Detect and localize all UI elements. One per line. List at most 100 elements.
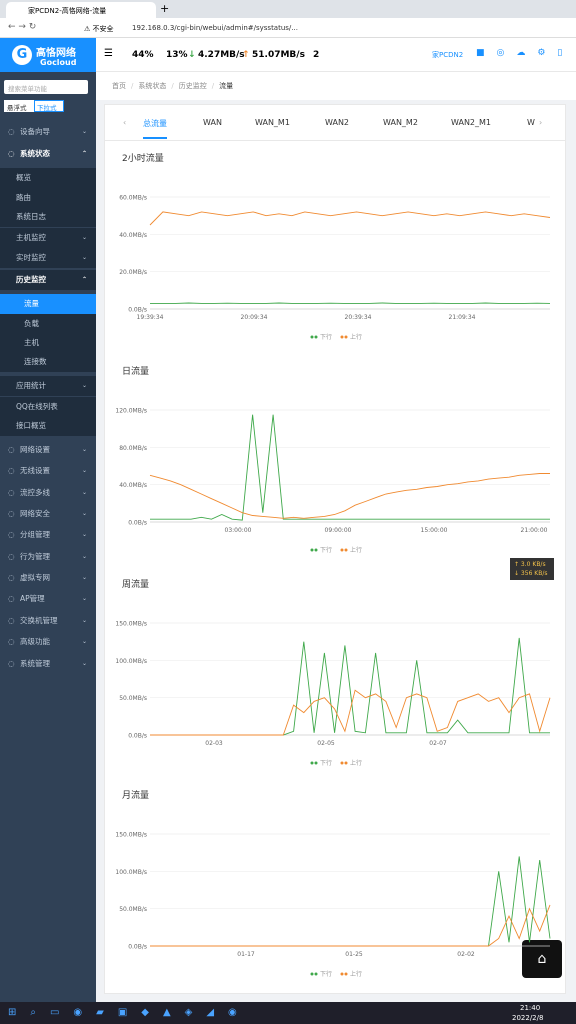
menu-arrow: ⌃: [82, 150, 88, 157]
menu-arrow: ⌄: [82, 234, 88, 241]
menu-label: 交换机管理: [20, 616, 58, 625]
browser-tabs: 家PCDN2-高恪网络-流量 +: [0, 0, 576, 18]
header-icons[interactable]: ■◎☁⚙▯: [476, 48, 575, 58]
menu-label: 系统状态: [20, 149, 50, 158]
menu-item[interactable]: 概览: [0, 168, 96, 188]
menu-arrow: ⌄: [82, 531, 88, 538]
menu-icon: ◌: [8, 530, 15, 539]
tab[interactable]: 家PCDN2-高恪网络-流量: [6, 2, 156, 18]
logo-en: Gocloud: [40, 58, 77, 67]
security-label: 不安全: [92, 25, 114, 33]
menu-icon: ◌: [8, 488, 15, 497]
logo[interactable]: G 高恪网络 Gocloud: [0, 38, 96, 72]
menu-item[interactable]: 连接数: [0, 352, 96, 372]
menu-label: AP管理: [20, 594, 45, 603]
menu-item[interactable]: 历史监控 ⌃: [0, 270, 96, 290]
menu-arrow: ⌄: [82, 553, 88, 560]
menu-arrow: ⌃: [82, 276, 88, 283]
menu-item[interactable]: 接口概览: [0, 416, 96, 436]
mode-button[interactable]: 下拉式: [34, 100, 64, 112]
device-name[interactable]: 家PCDN2: [432, 51, 464, 59]
menu-arrow: ⌄: [82, 128, 88, 135]
menu-item[interactable]: 应用统计 ⌄: [0, 376, 96, 396]
menu-label: 网络安全: [20, 509, 50, 518]
menu-toggle[interactable]: ☰: [104, 48, 113, 59]
content-card: ‹ 总流量 WAN WAN_M1 WAN2 WAN_M2 WAN2_M1 W ›: [104, 104, 566, 994]
menu-item[interactable]: ◌ 网络安全 ⌄: [0, 504, 96, 524]
search-box[interactable]: 搜索菜单功能: [4, 80, 88, 94]
menu-label: 概览: [16, 173, 31, 182]
menu-arrow: ⌄: [82, 382, 88, 389]
menu-label: 系统管理: [20, 659, 50, 668]
hosts: 2: [313, 50, 320, 60]
tab-prev[interactable]: ‹: [123, 118, 127, 127]
menu-arrow: ⌄: [82, 489, 88, 496]
menu-item[interactable]: ◌ 分组管理 ⌄: [0, 525, 96, 545]
menu-arrow: ⌄: [82, 446, 88, 453]
crumb[interactable]: 首页: [112, 82, 126, 90]
menu-item[interactable]: ◌ 流控多线 ⌄: [0, 483, 96, 503]
menu-icon: ◌: [8, 127, 15, 136]
crumb[interactable]: 历史监控: [178, 82, 207, 90]
url[interactable]: 192.168.0.3/cgi-bin/webui/admin#/sysstat…: [132, 24, 298, 32]
menu-item[interactable]: ◌ 无线设置 ⌄: [0, 461, 96, 481]
menu-icon: ◌: [8, 445, 15, 454]
menu-item[interactable]: ◌ AP管理 ⌄: [0, 589, 96, 609]
header: ☰ 44% 13% ↓ 4.27MB/s ↑ 51.07MB/s 2 家PCDN…: [96, 38, 576, 72]
tab[interactable]: WAN2_M1: [451, 118, 492, 127]
cpu: 44%: [132, 50, 154, 60]
clock-date: 2022/2/8: [512, 1014, 544, 1022]
menu-label: 连接数: [24, 357, 47, 366]
download: 4.27MB/s: [198, 50, 245, 60]
menu-icon: ◌: [8, 149, 15, 158]
menu-label: 高级功能: [20, 637, 50, 646]
menu-label: 实时监控: [16, 253, 46, 262]
tab-next[interactable]: ›: [539, 118, 543, 127]
tab[interactable]: W: [527, 118, 535, 127]
menu-item[interactable]: 主机: [0, 333, 96, 353]
crumb[interactable]: 系统状态: [138, 82, 167, 90]
new-tab[interactable]: +: [160, 2, 170, 15]
tab[interactable]: WAN_M2: [383, 118, 418, 127]
tab[interactable]: WAN: [203, 118, 222, 127]
menu-arrow: ⌄: [82, 638, 88, 645]
menu-arrow: ⌄: [82, 254, 88, 261]
menu-item[interactable]: 流量: [0, 294, 96, 314]
tooltip-line: ↓ 356 KB/s: [514, 570, 548, 577]
menu-label: 路由: [16, 193, 31, 202]
tab[interactable]: 总流量: [143, 118, 167, 139]
menu-item[interactable]: 路由: [0, 188, 96, 208]
menu-label: 接口概览: [16, 421, 46, 430]
menu-item[interactable]: ◌ 高级功能 ⌄: [0, 632, 96, 652]
menu-item[interactable]: ◌ 交换机管理 ⌄: [0, 611, 96, 631]
menu-item[interactable]: 负载: [0, 314, 96, 334]
menu-item[interactable]: 主机监控 ⌄: [0, 228, 96, 248]
menu-icon: ◌: [8, 637, 15, 646]
nav-buttons[interactable]: ← → ↻: [8, 22, 37, 32]
mode-button[interactable]: 悬浮式: [4, 100, 34, 112]
menu-item[interactable]: 实时监控 ⌄: [0, 248, 96, 268]
taskbar-icons[interactable]: ⊞⌕▭◉▰▣◆▲◈◢◉: [8, 1007, 251, 1018]
menu-item[interactable]: ◌ 虚拟专网 ⌄: [0, 568, 96, 588]
menu-icon: ◌: [8, 659, 15, 668]
menu-item[interactable]: ◌ 设备向导 ⌄: [0, 122, 96, 142]
crumb-sep: /: [171, 82, 174, 90]
menu-arrow: ⌄: [82, 467, 88, 474]
menu-arrow: ⌄: [82, 617, 88, 624]
tab-title: 家PCDN2-高恪网络-流量: [28, 7, 107, 15]
menu-item[interactable]: QQ在线列表: [0, 397, 96, 417]
menu-item[interactable]: ◌ 系统管理 ⌄: [0, 654, 96, 674]
menu-item[interactable]: ◌ 行为管理 ⌄: [0, 547, 96, 567]
tooltip-line: ↑ 3.0 KB/s: [514, 561, 546, 568]
tab[interactable]: WAN2: [325, 118, 350, 127]
menu-label: 系统日志: [16, 212, 46, 221]
security[interactable]: ⚠ 不安全: [84, 25, 114, 33]
crumb: 流量: [219, 82, 234, 90]
menu-item[interactable]: ◌ 系统状态 ⌃: [0, 144, 96, 164]
floating-app[interactable]: ⌂: [522, 940, 562, 978]
menu-item[interactable]: 系统日志: [0, 207, 96, 227]
menu-label: 无线设置: [20, 466, 50, 475]
menu-label: 流控多线: [20, 488, 50, 497]
menu-item[interactable]: ◌ 网络设置 ⌄: [0, 440, 96, 460]
tab[interactable]: WAN_M1: [255, 118, 290, 127]
